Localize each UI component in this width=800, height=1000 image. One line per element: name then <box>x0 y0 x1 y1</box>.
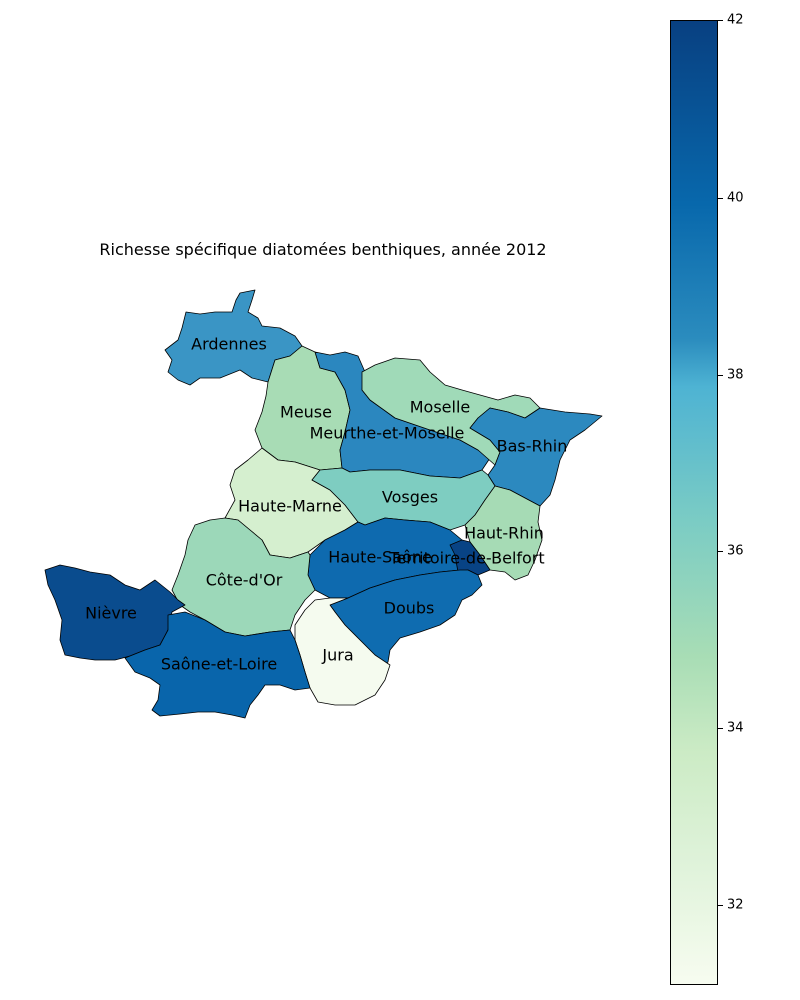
label-doubs: Doubs <box>384 599 435 618</box>
label-cote-dor: Côte-d'Or <box>206 571 283 590</box>
colorbar-tick-mark <box>718 375 723 376</box>
label-vosges: Vosges <box>382 488 438 507</box>
region-territoire-de-belfort[interactable] <box>449 539 491 576</box>
colorbar-tick-label: 36 <box>727 543 744 559</box>
colorbar-tick-mark <box>718 905 723 906</box>
label-moselle: Moselle <box>410 398 471 417</box>
label-jura: Jura <box>321 646 353 665</box>
colorbar-tick-label: 32 <box>727 897 744 913</box>
colorbar-tick-label: 42 <box>727 12 744 28</box>
colorbar <box>670 20 718 985</box>
colorbar-tick-mark <box>718 728 723 729</box>
colorbar-tick-label: 38 <box>727 367 744 383</box>
label-meuse: Meuse <box>280 403 332 422</box>
label-ardennes: Ardennes <box>191 335 267 354</box>
label-bas-rhin: Bas-Rhin <box>497 437 568 456</box>
label-nievre: Nièvre <box>85 604 137 623</box>
colorbar-tick-mark <box>718 20 723 21</box>
colorbar-tick-mark <box>718 551 723 552</box>
region-ardennes[interactable] <box>164 289 303 386</box>
chart-title: Richesse spécifique diatomées benthiques… <box>99 240 547 259</box>
label-meurthe-et-moselle: Meurthe-et-Moselle <box>310 424 465 443</box>
region-saone-et-loire[interactable] <box>124 611 311 719</box>
map: Ardennes Meuse Moselle Meurthe-et-Mosell… <box>44 289 603 719</box>
label-saone-et-loire: Saône-et-Loire <box>161 655 277 674</box>
label-territoire-de-belfort: Territoire-de-Belfort <box>388 549 544 568</box>
region-jura[interactable] <box>294 597 391 706</box>
label-haut-rhin: Haut-Rhin <box>464 524 544 543</box>
label-haute-saone: Haute-Saône <box>328 548 432 567</box>
label-haute-marne: Haute-Marne <box>238 497 342 516</box>
region-haut-rhin[interactable] <box>464 485 543 581</box>
colorbar-tick-mark <box>718 198 723 199</box>
colorbar-tick-label: 40 <box>727 190 744 206</box>
region-bas-rhin[interactable] <box>469 407 603 507</box>
colorbar-tick-label: 34 <box>727 720 744 736</box>
